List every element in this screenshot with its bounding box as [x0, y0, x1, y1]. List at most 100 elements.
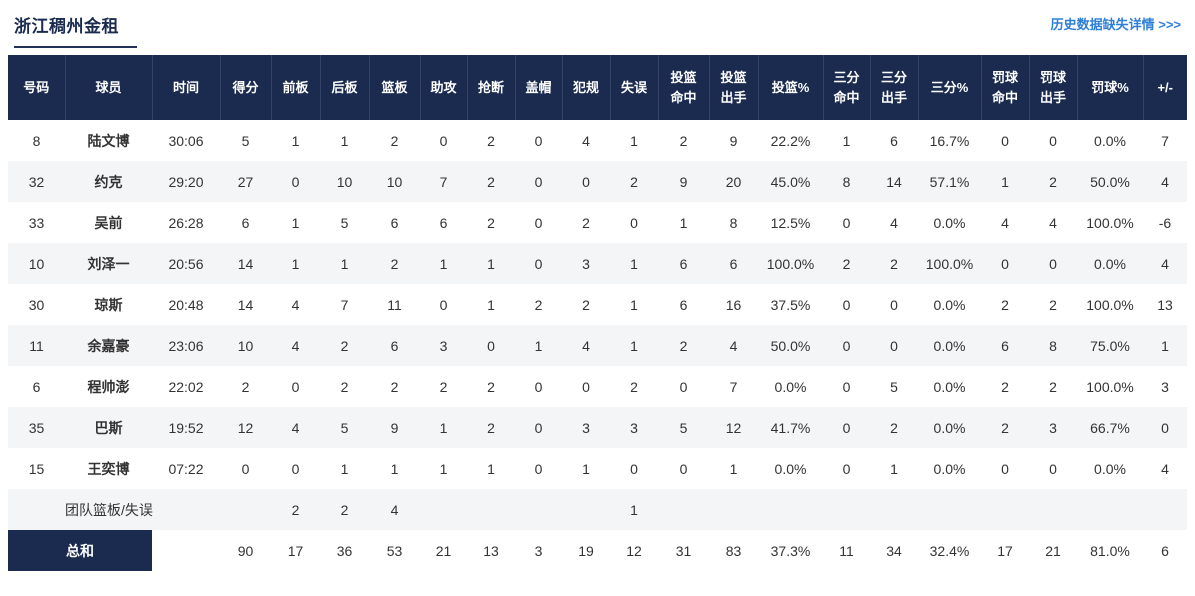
stat-cell: 2	[487, 378, 495, 395]
column-header: 失误	[610, 55, 659, 120]
total-stat-cell: 36	[336, 542, 353, 559]
stat-cell: 5	[340, 419, 349, 436]
total-stat-cell: 21	[1045, 542, 1061, 559]
column-header: 投篮%	[758, 55, 824, 120]
stat-cell: 0	[534, 173, 543, 190]
stat-cell: 0.0%	[933, 378, 966, 395]
total-stat-cell: 31	[675, 542, 692, 559]
stat-cell: 0	[890, 296, 898, 313]
team-title: 浙江稠州金租	[14, 10, 137, 48]
total-stat-cell: 90	[237, 542, 254, 559]
player-row: 11 余嘉豪 23:06 10 4 2 6 3 0 1 4 1 2 4 50.0% 0 0 0.0% 6 8 75.0%…	[8, 325, 1187, 366]
stat-cell: 1	[439, 419, 448, 436]
total-stat-cell: 17	[997, 542, 1013, 559]
stat-cell: 0.0%	[774, 378, 807, 395]
stat-cell: 1	[340, 255, 349, 272]
stat-cell: 1	[439, 255, 448, 272]
stat-cell: 0	[842, 214, 851, 231]
stat-cell: 1	[340, 460, 349, 477]
column-header: 篮板	[369, 55, 421, 120]
stat-cell: 4	[1161, 255, 1169, 272]
total-stat-cell: 32.4%	[929, 542, 970, 559]
total-stat-cell: 34	[886, 542, 902, 559]
stat-cell: 9	[679, 173, 688, 190]
stat-cell: 26:28	[168, 214, 204, 231]
stat-cell: 0	[1161, 419, 1169, 436]
stat-cell: 0	[241, 460, 250, 477]
stat-cell: 0	[679, 378, 688, 395]
stat-cell: 20:56	[168, 255, 204, 272]
stat-cell: 7	[439, 173, 448, 190]
stat-cell	[709, 489, 758, 530]
column-header: 罚球 命中	[981, 55, 1030, 120]
column-header: 三分 命中	[823, 55, 871, 120]
column-header: 抢断	[467, 55, 516, 120]
stat-cell: 2	[487, 419, 495, 436]
stat-cell: 100.0%	[1086, 378, 1134, 395]
column-header: 三分%	[918, 55, 982, 120]
stat-cell: 0	[1001, 132, 1009, 149]
stat-cell: 6	[679, 296, 688, 313]
player-name-cell: 程帅澎	[87, 378, 130, 395]
stat-cell: 2	[1001, 296, 1009, 313]
stat-cell: 4	[1049, 214, 1057, 231]
stat-cell: 6	[241, 214, 250, 231]
stat-cell: 0	[842, 296, 851, 313]
stat-cell: 100.0%	[1086, 296, 1134, 313]
player-name-cell: 王奕博	[87, 460, 130, 477]
stat-cell: 37.5%	[770, 296, 811, 313]
player-row: 30 琼斯 20:48 14 4 7 11 0 1 2 2 1 6 16 37.5% 0 0 0.0% 2 2 100.…	[8, 284, 1187, 325]
column-header: 罚球%	[1077, 55, 1144, 120]
stat-cell: 6	[390, 214, 399, 231]
stat-cell: 0	[842, 460, 851, 477]
stat-cell: 50.0%	[1090, 173, 1130, 190]
stat-cell: 3	[582, 419, 590, 436]
stat-cell: 7	[1161, 132, 1169, 149]
stat-cell	[758, 489, 823, 530]
total-stat-cell: 11	[839, 542, 854, 559]
stat-cell: 2	[679, 337, 688, 354]
stat-cell: 1	[291, 255, 300, 272]
stat-cell: 7	[729, 378, 738, 395]
stat-cell: 35	[28, 419, 45, 436]
stat-cell: 12.5%	[770, 214, 811, 231]
player-name-cell: 陆文博	[87, 132, 130, 149]
history-missing-data-link[interactable]: 历史数据缺失详情 >>>	[1050, 17, 1181, 32]
stat-cell	[981, 489, 1029, 530]
column-header: +/-	[1143, 55, 1187, 120]
total-stat-cell: 37.3%	[770, 542, 811, 559]
stat-cell: 0	[842, 419, 851, 436]
stat-cell: 3	[1049, 419, 1057, 436]
stat-cell: 3	[582, 255, 590, 272]
stat-cell: 0	[1001, 460, 1009, 477]
stat-cell: 0	[1049, 460, 1057, 477]
stat-cell	[1077, 489, 1143, 530]
player-row: 10 刘泽一 20:56 14 1 1 2 1 1 0 3 1 6 6 100.0% 2 2 100.0% 0 0 0.…	[8, 243, 1187, 284]
stat-cell: 0	[890, 337, 898, 354]
stat-cell: 0	[1001, 255, 1009, 272]
stat-cell: 4	[582, 337, 590, 354]
column-header: 后板	[320, 55, 370, 120]
stat-cell: 0.0%	[933, 296, 966, 313]
stat-cell: 0	[291, 378, 300, 395]
team-rebound-turnover-row: 团队篮板/失误 2 2 4 1	[8, 489, 1187, 530]
stat-cell: 0	[534, 132, 543, 149]
player-name-cell: 约克	[94, 173, 123, 190]
stat-cell: 1	[1001, 173, 1009, 190]
total-stat-cell: 12	[626, 542, 642, 559]
total-row: 总和 90 17 36 53 21 13 3 19 12 31 83 37.3% 11 34 32.4% 17 2…	[8, 530, 1187, 571]
stat-cell	[870, 489, 918, 530]
stat-cell: 4	[1001, 214, 1009, 231]
stat-cell: 0	[582, 378, 590, 395]
stat-cell: 2	[340, 337, 349, 354]
player-name-cell: 余嘉豪	[87, 337, 130, 354]
stat-cell: 19:52	[168, 419, 204, 436]
stat-cell: 2	[890, 419, 898, 436]
stat-cell: 1	[534, 337, 543, 354]
player-row: 6 程帅澎 22:02 2 0 2 2 2 2 0 0 2 0 7 0.0% 0 5 0.0% 2 2 100.0% 3	[8, 366, 1187, 407]
stat-cell: 1	[842, 132, 851, 149]
column-header: 罚球 出手	[1029, 55, 1078, 120]
stat-cell: 8	[729, 214, 738, 231]
column-header: 号码	[8, 55, 66, 120]
